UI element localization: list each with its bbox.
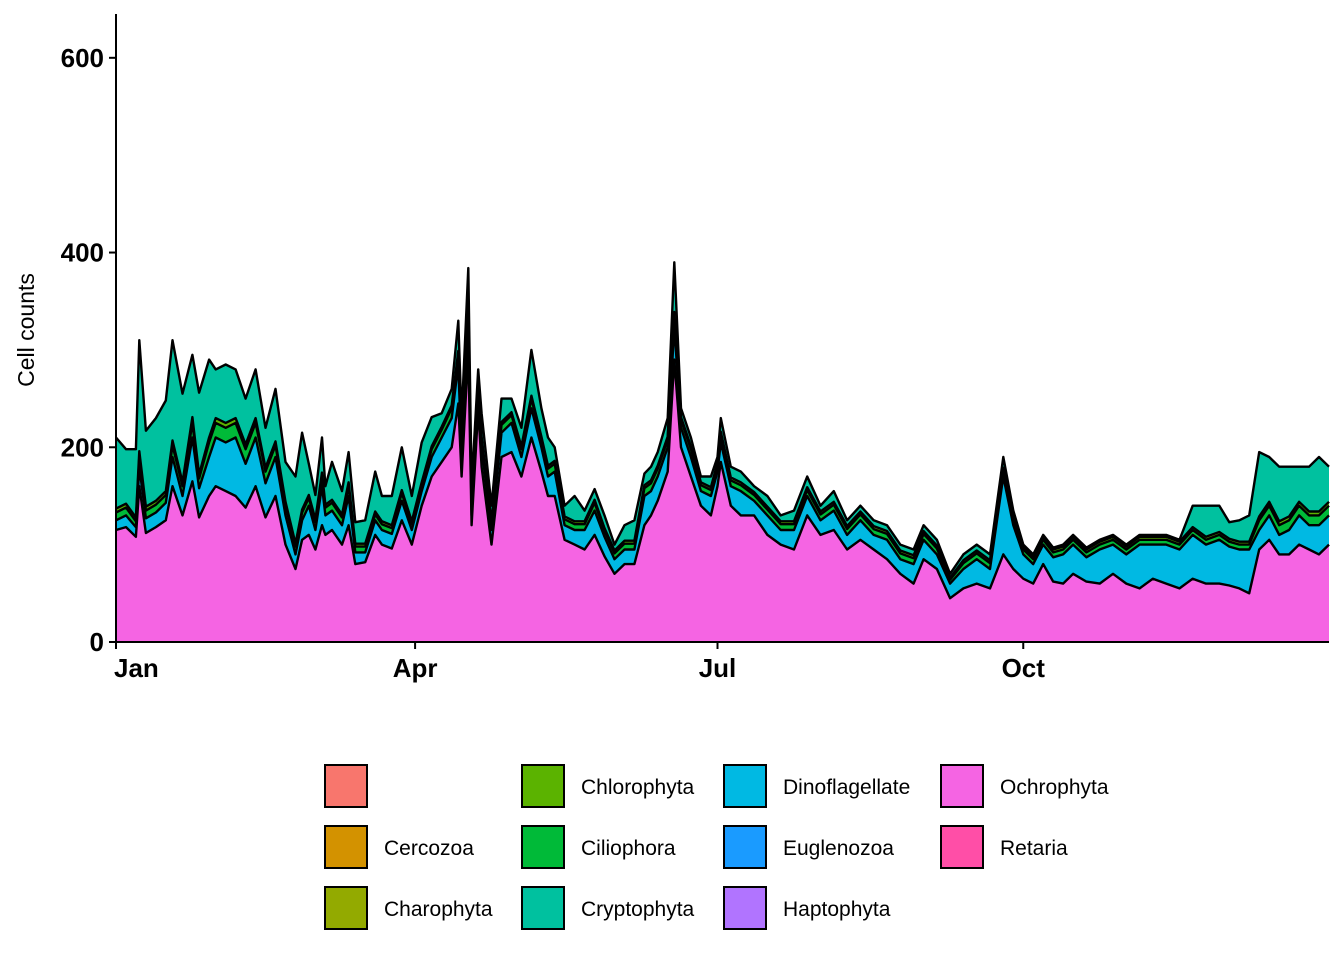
legend-item: Charophyta: [324, 886, 493, 930]
legend-swatch: [940, 825, 984, 869]
x-tick-label: Jan: [114, 653, 159, 683]
area-ochrophyta: [116, 349, 1329, 642]
legend-item: Cercozoa: [324, 825, 474, 869]
outline-dinoflagellate: [115, 309, 1330, 585]
legend-item: Ciliophora: [521, 825, 676, 869]
legend-item: Ochrophyta: [940, 764, 1109, 808]
legend-swatch: [723, 825, 767, 869]
legend: Cercozoa Charophyta Chlorophyta Ciliophora C…: [324, 764, 1109, 930]
x-tick-label: Jul: [699, 653, 737, 683]
legend-item: Euglenozoa: [723, 825, 894, 869]
legend-swatch: [324, 825, 368, 869]
outline-ochrophyta: [115, 348, 1330, 600]
x-ticks: Jan Apr Jul Oct: [114, 642, 1045, 683]
legend-swatch: [324, 886, 368, 930]
legend-item: Retaria: [940, 825, 1068, 869]
legend-label: Charophyta: [384, 898, 493, 921]
x-tick-label: Apr: [393, 653, 438, 683]
y-tick-label: 600: [61, 43, 104, 73]
y-axis-title: Cell counts: [13, 273, 39, 387]
legend-label: Cryptophyta: [581, 898, 695, 921]
legend-label: Ochrophyta: [1000, 776, 1109, 799]
legend-item: Chlorophyta: [521, 764, 695, 808]
legend-item: Dinoflagellate: [723, 764, 910, 808]
legend-swatch: [723, 886, 767, 930]
legend-label: Retaria: [1000, 837, 1068, 860]
legend-item: Cryptophyta: [521, 886, 695, 930]
legend-item: Haptophyta: [723, 886, 891, 930]
legend-swatch: [521, 764, 565, 808]
legend-item: [324, 764, 368, 808]
legend-label: Euglenozoa: [783, 837, 894, 860]
legend-label: Haptophyta: [783, 898, 891, 921]
outline-cryptophyta: [115, 261, 1330, 575]
outline-chlorophyta: [115, 296, 1330, 579]
legend-label: Chlorophyta: [581, 776, 695, 799]
y-ticks: 0 200 400 600: [61, 43, 116, 657]
legend-swatch: [521, 825, 565, 869]
legend-label: Ciliophora: [581, 837, 676, 860]
legend-swatch: [521, 886, 565, 930]
y-tick-label: 0: [90, 627, 104, 657]
legend-label: Cercozoa: [384, 837, 474, 860]
y-tick-label: 400: [61, 238, 104, 268]
axes: [115, 14, 1329, 643]
legend-swatch: [940, 764, 984, 808]
area-layers: [115, 261, 1330, 642]
y-tick-label: 200: [61, 432, 104, 462]
legend-swatch: [723, 764, 767, 808]
x-tick-label: Oct: [1002, 653, 1046, 683]
legend-swatch: [324, 764, 368, 808]
legend-label: Dinoflagellate: [783, 776, 910, 799]
